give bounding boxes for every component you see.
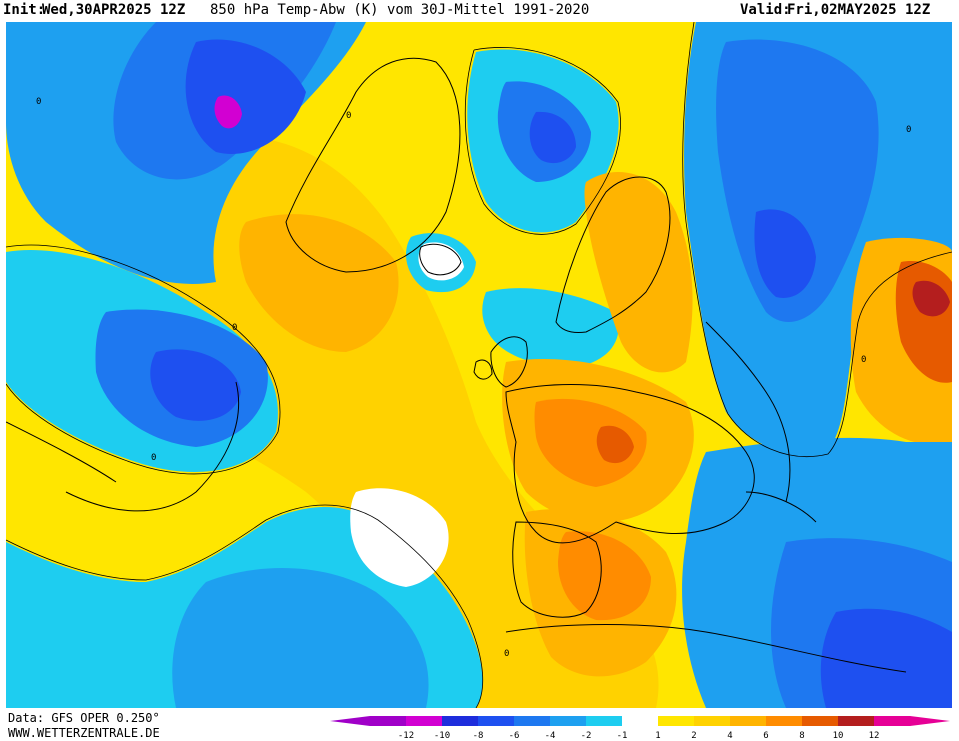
- scale-tick-label: -10: [434, 731, 450, 740]
- scale-swatch: [838, 716, 875, 726]
- scale-swatch: [802, 716, 839, 726]
- valid-value: Fri,02MAY2025 12Z: [787, 2, 931, 18]
- field-cool-north-sea: [482, 288, 619, 367]
- init-label: Init:: [3, 2, 46, 18]
- scale-swatch: [406, 716, 443, 726]
- init-value: Wed,30APR2025 12Z: [42, 2, 186, 18]
- scale-tick-label: 10: [833, 731, 844, 740]
- scale-tick-label: -6: [509, 731, 520, 740]
- svg-text:0: 0: [504, 649, 509, 659]
- field-hotter-iberia: [558, 531, 651, 621]
- map-header: Init: Wed,30APR2025 12Z 850 hPa Temp-Abw…: [0, 0, 959, 22]
- field-neutral-iceland: [418, 242, 464, 281]
- website: WWW.WETTERZENTRALE.DE: [8, 726, 160, 740]
- svg-text:0: 0: [36, 97, 41, 107]
- anomaly-map: 0 0 0 0 0 0 0: [6, 22, 952, 708]
- scale-swatch: [730, 716, 767, 726]
- svg-text:0: 0: [232, 323, 237, 333]
- field-hot-alps: [596, 425, 634, 464]
- valid-label: Valid:: [740, 2, 791, 18]
- scale-tick-label: -1: [617, 731, 628, 740]
- scale-tick-label: 4: [727, 731, 732, 740]
- scale-tick-label: -4: [545, 731, 556, 740]
- field-extreme-cold: [214, 95, 242, 129]
- scale-tick-label: 12: [869, 731, 880, 740]
- field-cooler-subtropical-atlantic: [172, 568, 429, 708]
- scale-tick-label: 1: [655, 731, 660, 740]
- scale-swatch: [694, 716, 731, 726]
- color-scale: -12 -10 -8 -6 -4 -2 -1 1 2 4 6 8 10 12: [330, 714, 958, 740]
- field-coldest-labrador: [150, 349, 241, 421]
- scale-swatch: [622, 716, 659, 726]
- coastlines: [6, 57, 907, 673]
- field-neutral-subtropical: [350, 488, 449, 587]
- color-scale-bar: -12 -10 -8 -6 -4 -2 -1 1 2 4 6 8 10 12: [330, 716, 950, 740]
- scale-tick-label: 2: [691, 731, 696, 740]
- scale-tick-label: -2: [581, 731, 592, 740]
- field-hotter-france: [534, 398, 647, 487]
- scale-swatch: [514, 716, 551, 726]
- scale-swatch: [874, 716, 911, 726]
- field-coldest-russia: [754, 209, 816, 298]
- contour-labels: 0 0 0 0 0 0 0: [36, 97, 911, 659]
- scale-swatch: [586, 716, 623, 726]
- scale-cap-left: [330, 716, 370, 726]
- data-source: Data: GFS OPER 0.250°: [8, 711, 160, 725]
- scale-swatch: [370, 716, 407, 726]
- scale-cap-right: [910, 716, 950, 726]
- scale-swatch: [442, 716, 479, 726]
- map-footer: Data: GFS OPER 0.250° WWW.WETTERZENTRALE…: [0, 708, 959, 741]
- product-title: 850 hPa Temp-Abw (K) vom 30J-Mittel 1991…: [210, 2, 590, 18]
- svg-text:0: 0: [151, 453, 156, 463]
- scale-tick-label: 6: [763, 731, 768, 740]
- field-warm-greenland-south: [239, 214, 399, 352]
- svg-text:0: 0: [861, 355, 866, 365]
- field-extreme-ural: [912, 280, 950, 317]
- svg-text:0: 0: [346, 111, 351, 121]
- scale-swatch: [658, 716, 695, 726]
- scale-tick-label: 8: [799, 731, 804, 740]
- field-coldest-norwegian-sea: [529, 111, 576, 164]
- field-coldest-southeast: [820, 608, 952, 708]
- scale-tick-label: -12: [398, 731, 414, 740]
- scale-tick-label: -8: [473, 731, 484, 740]
- scale-swatch: [766, 716, 803, 726]
- field-colder-baffin: [185, 39, 306, 154]
- svg-text:0: 0: [906, 125, 911, 135]
- scale-swatch: [550, 716, 587, 726]
- field-warm-scandinavia: [584, 172, 693, 373]
- scale-swatch: [478, 716, 515, 726]
- zero-contours: [6, 22, 952, 708]
